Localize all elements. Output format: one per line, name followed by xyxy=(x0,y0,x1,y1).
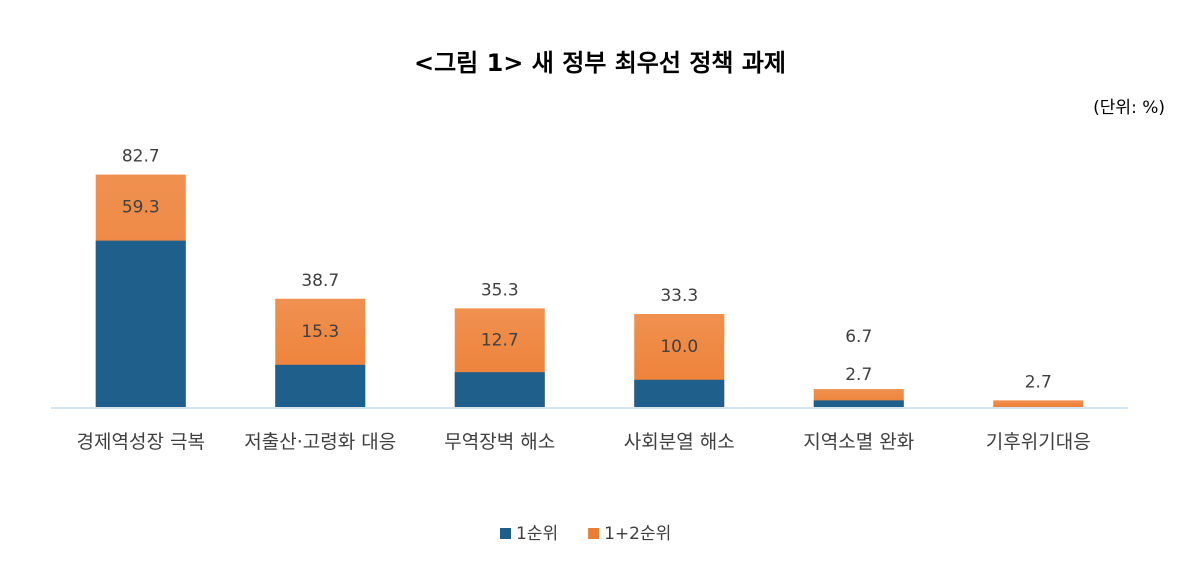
legend-label: 1+2순위 xyxy=(604,524,671,544)
value-label: 82.7 xyxy=(122,147,160,167)
legend-label: 1순위 xyxy=(516,524,558,544)
bar xyxy=(454,372,545,408)
legend-swatch xyxy=(500,528,511,539)
value-label: 2.7 xyxy=(1025,372,1052,392)
value-label: 2.7 xyxy=(845,365,872,385)
value-label: 33.3 xyxy=(660,286,698,306)
bar xyxy=(634,379,725,408)
x-tick-label: 지역소멸 완화 xyxy=(803,431,915,453)
bar xyxy=(813,400,904,408)
x-tick-label: 경제역성장 극복 xyxy=(76,431,205,453)
x-tick-label: 사회분열 해소 xyxy=(623,431,735,453)
bar xyxy=(95,240,186,408)
value-label: 59.3 xyxy=(122,198,160,218)
value-label: 6.7 xyxy=(845,327,872,347)
unit-label: (단위: %) xyxy=(1093,98,1165,118)
bar xyxy=(275,364,366,408)
chart-title: <그림 1> 새 정부 최우선 정책 과제 xyxy=(414,49,786,77)
bar-shade xyxy=(993,400,1084,408)
x-tick-label: 기후위기대응 xyxy=(985,431,1091,453)
value-label: 38.7 xyxy=(301,271,339,291)
legend-swatch xyxy=(588,528,600,539)
value-label: 12.7 xyxy=(481,330,519,350)
x-tick-label: 무역장벽 해소 xyxy=(444,431,556,453)
x-tick-label: 저출산·고령화 대응 xyxy=(244,431,397,453)
value-label: 35.3 xyxy=(481,280,519,300)
value-label: 15.3 xyxy=(301,322,339,342)
value-label: 10.0 xyxy=(660,337,698,357)
